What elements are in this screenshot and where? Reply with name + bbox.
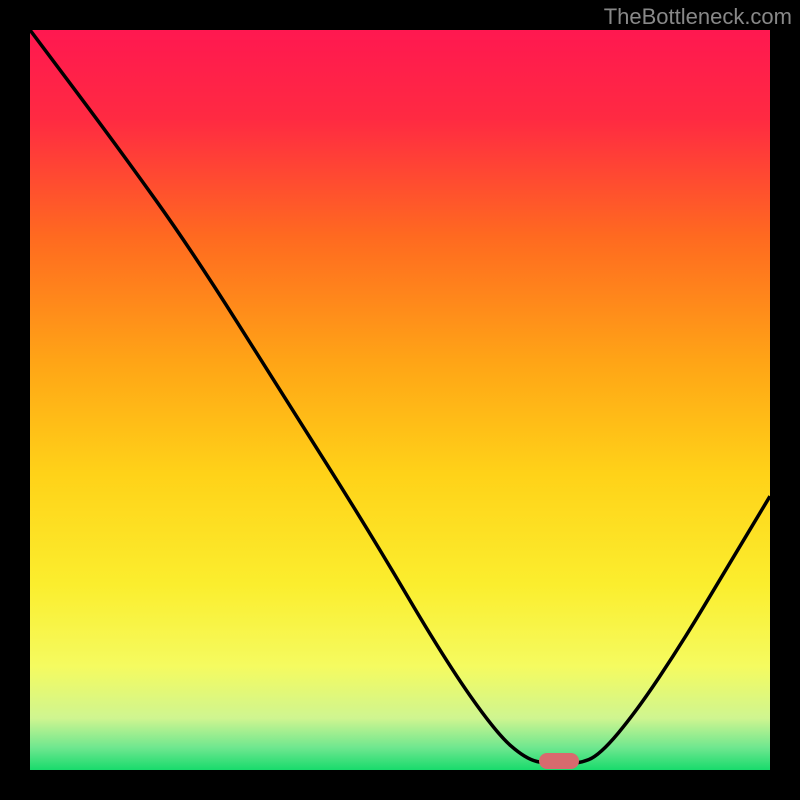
bottleneck-curve bbox=[30, 30, 770, 764]
optimal-marker bbox=[539, 753, 579, 769]
watermark-text: TheBottleneck.com bbox=[604, 4, 792, 30]
chart-curve-svg bbox=[30, 30, 770, 770]
chart-frame bbox=[30, 30, 770, 770]
